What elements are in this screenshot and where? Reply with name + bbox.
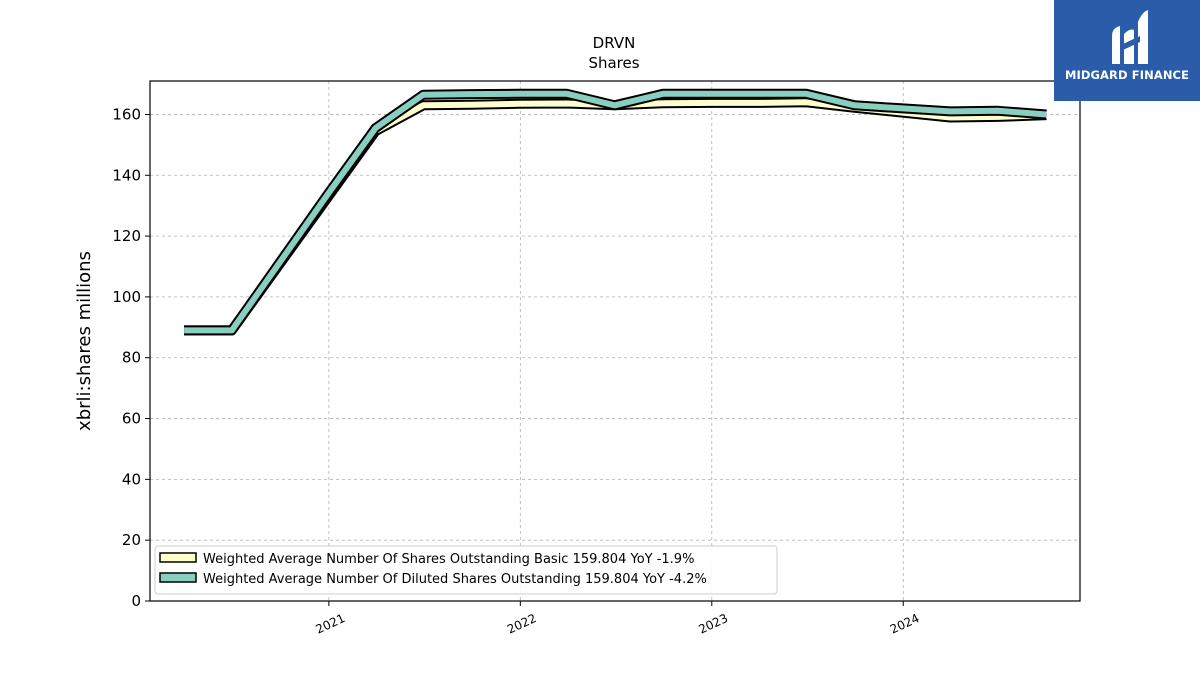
brand-logo: MIDGARD FINANCE (1054, 0, 1200, 101)
y-tick-label: 20 (122, 531, 141, 549)
y-axis-label: xbrli:shares millions (74, 251, 95, 431)
x-tick-label: 2022 (505, 611, 539, 637)
legend-label-1: Weighted Average Number Of Shares Outsta… (203, 552, 694, 567)
grid-lines (150, 81, 1080, 601)
x-tick-label: 2023 (696, 611, 730, 637)
plot-frame (149, 80, 1081, 602)
y-tick-label: 40 (122, 470, 141, 488)
brand-name: MIDGARD FINANCE (1064, 68, 1190, 82)
series-layer (184, 88, 1047, 336)
x-axis-ticks: 2021 2022 2023 2024 (314, 601, 922, 637)
y-tick-label: 60 (122, 410, 141, 428)
chart-subtitle: Shares (588, 54, 639, 72)
legend-swatch-1 (159, 552, 197, 563)
y-axis-ticks: 0 20 40 60 80 100 120 140 160 (112, 105, 150, 610)
legend-swatch-2 (159, 572, 197, 583)
legend-box (154, 545, 778, 595)
series-2-line (184, 90, 1047, 334)
y-tick-label: 120 (112, 227, 141, 245)
y-tick-label: 140 (112, 166, 141, 184)
y-tick-label: 80 (122, 349, 141, 367)
chart-title: DRVN (593, 34, 636, 52)
logo-mark-icon (1112, 10, 1148, 64)
x-tick-label: 2021 (314, 611, 348, 637)
legend: Weighted Average Number Of Shares Outsta… (154, 545, 778, 595)
y-tick-label: 0 (131, 592, 141, 610)
x-tick-label: 2024 (888, 611, 922, 637)
y-tick-label: 100 (112, 288, 141, 306)
y-tick-label: 160 (112, 105, 141, 123)
legend-label-2: Weighted Average Number Of Diluted Share… (203, 572, 707, 587)
